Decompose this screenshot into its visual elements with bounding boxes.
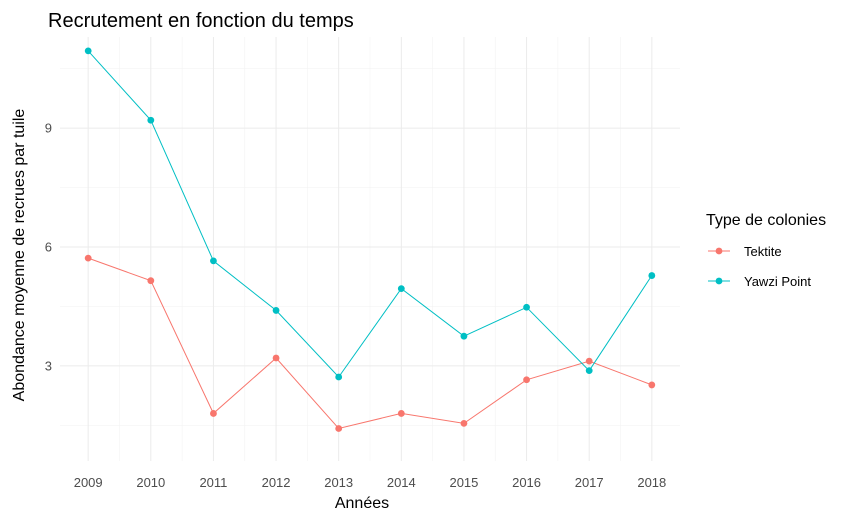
x-tick-label: 2011 <box>199 475 227 490</box>
plot-grid <box>60 37 680 461</box>
data-point-tektite <box>585 357 593 365</box>
data-point-yawzi-point <box>585 367 593 375</box>
y-axis-ticks: 3 6 9 <box>45 121 52 374</box>
data-point-yawzi-point <box>272 307 280 314</box>
legend-title: Type de colonies <box>706 212 826 229</box>
x-tick-label: 2013 <box>324 475 353 490</box>
data-point-tektite <box>648 381 656 389</box>
legend: Type de colonies Tektite Yawzi Point <box>706 212 826 289</box>
data-point-tektite <box>84 254 92 262</box>
y-tick-label: 6 <box>45 240 52 255</box>
data-point-yawzi-point <box>84 47 92 55</box>
y-tick-label: 3 <box>45 358 52 373</box>
x-tick-label: 2014 <box>387 475 416 490</box>
x-axis-title: Années <box>335 495 389 512</box>
x-tick-label: 2009 <box>74 475 103 490</box>
x-tick-label: 2018 <box>637 475 666 490</box>
data-point-tektite <box>335 425 343 432</box>
data-point-tektite <box>210 410 217 417</box>
data-point-tektite <box>523 376 530 384</box>
legend-label-tektite: Tektite <box>744 244 782 259</box>
x-axis-ticks: 2009 2010 2011 2012 2013 2014 2015 2016 2017 2018 <box>74 475 667 490</box>
x-tick-label: 2015 <box>449 475 478 490</box>
y-tick-label: 9 <box>45 121 52 136</box>
series-line-tektite <box>88 257 652 430</box>
series-lines <box>87 50 653 430</box>
data-point-yawzi-point <box>460 332 468 340</box>
chart-title: Recrutement en fonction du temps <box>48 10 354 32</box>
x-tick-label: 2010 <box>136 475 165 490</box>
x-tick-label: 2017 <box>575 475 604 490</box>
data-point-tektite <box>147 277 155 285</box>
y-axis-title: Abondance moyenne de recrues par tuile <box>11 109 28 402</box>
legend-label-yawzi-point: Yawzi Point <box>744 274 811 289</box>
data-point-yawzi-point <box>397 285 405 293</box>
data-point-tektite <box>272 354 280 362</box>
series-points <box>84 47 656 432</box>
data-point-yawzi-point <box>648 272 656 279</box>
data-point-tektite <box>397 410 405 417</box>
legend-items: Tektite Yawzi Point <box>708 244 811 289</box>
data-point-tektite <box>460 419 468 427</box>
legend-marker-tektite <box>715 247 723 255</box>
data-point-yawzi-point <box>523 303 530 311</box>
x-tick-label: 2012 <box>262 475 291 490</box>
series-line-yawzi-point <box>87 50 653 378</box>
x-tick-label: 2016 <box>512 475 541 490</box>
data-point-yawzi-point <box>210 257 217 265</box>
data-point-yawzi-point <box>147 116 155 124</box>
data-point-yawzi-point <box>335 373 343 381</box>
legend-marker-yawzi-point <box>715 277 723 285</box>
